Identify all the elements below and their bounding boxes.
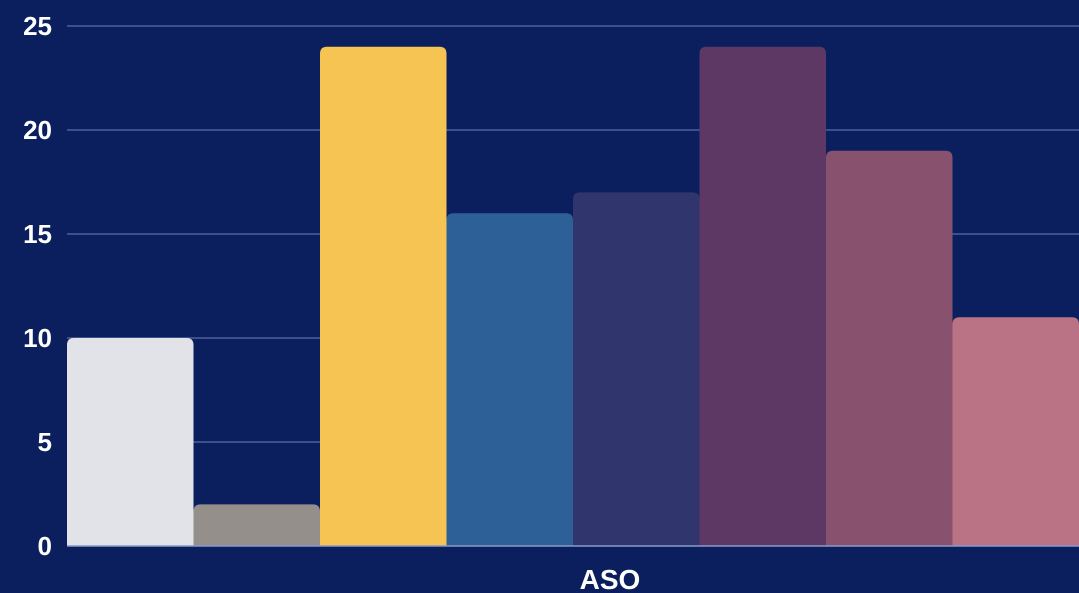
bar-5 xyxy=(573,192,700,546)
bar-4 xyxy=(446,213,573,546)
bars xyxy=(67,46,1079,547)
bar-1 xyxy=(67,338,194,546)
y-tick-label: 5 xyxy=(38,427,52,457)
y-tick-label: 10 xyxy=(23,323,52,353)
bar-6 xyxy=(699,46,826,547)
bar-2 xyxy=(193,504,320,546)
x-category-label: ASO xyxy=(580,564,641,593)
y-tick-label: 0 xyxy=(38,531,52,561)
y-tick-label: 20 xyxy=(23,115,52,145)
bar-8 xyxy=(952,317,1079,546)
bar-3 xyxy=(320,46,447,547)
y-axis-ticks: 0 5 10 15 20 25 xyxy=(23,11,52,561)
bar-7 xyxy=(826,150,953,547)
y-tick-label: 15 xyxy=(23,219,52,249)
y-tick-label: 25 xyxy=(23,11,52,41)
